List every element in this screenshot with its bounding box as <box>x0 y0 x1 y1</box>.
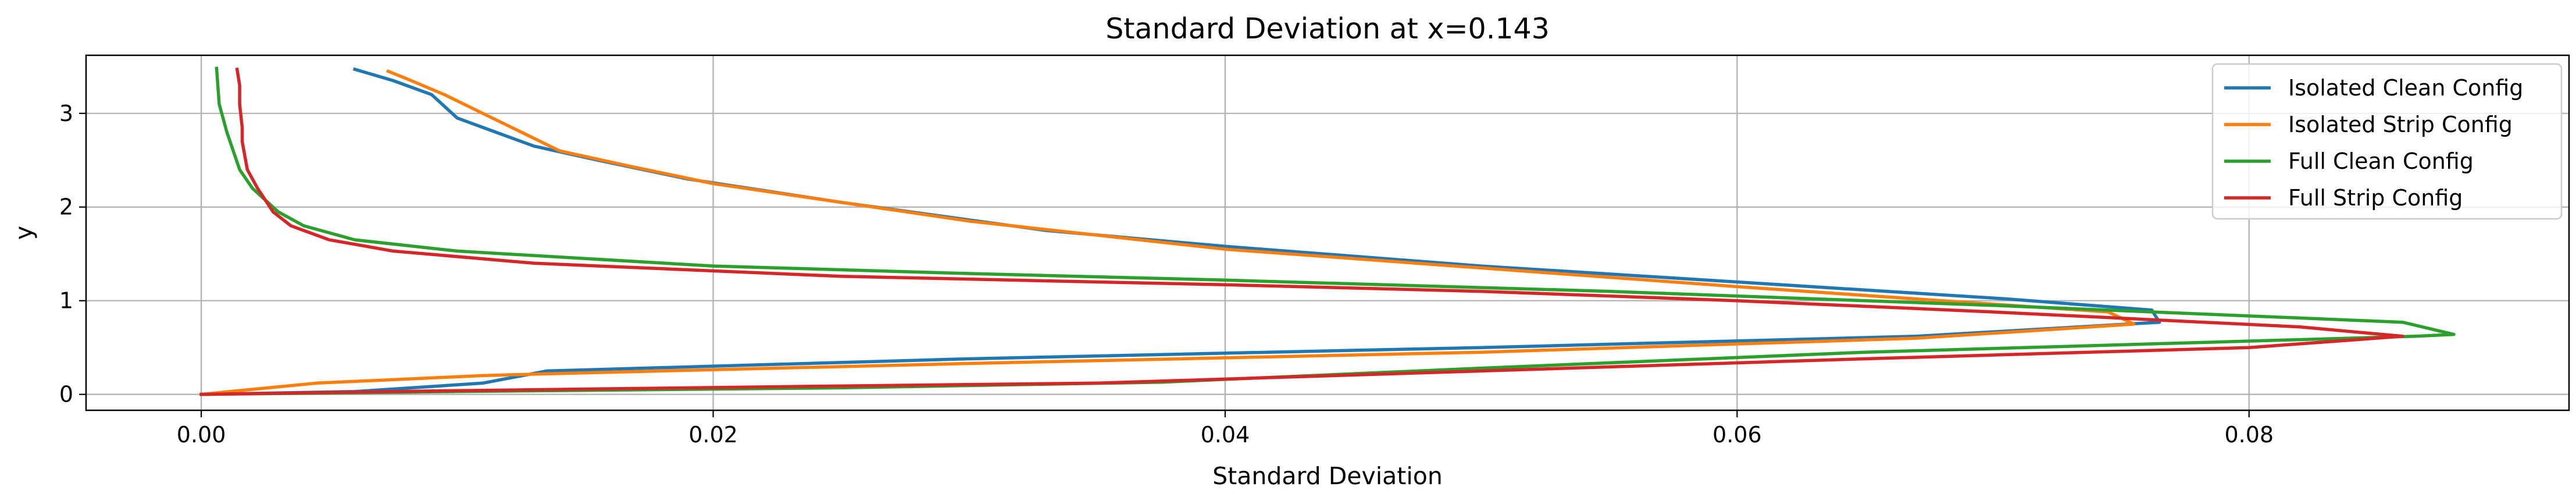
axis-ticks: 0.00 0.02 0.04 0.06 0.08 0 1 2 3 <box>59 101 2274 448</box>
y-tick-label: 2 <box>59 194 73 220</box>
plot-frame <box>85 54 2570 411</box>
legend-label: Full Strip Config <box>2288 185 2463 211</box>
x-tick-label: 0.00 <box>177 422 226 448</box>
series-line <box>199 69 2136 396</box>
chart-title: Standard Deviation at x=0.143 <box>1105 12 1550 45</box>
series-line <box>199 67 2161 396</box>
x-axis-label: Standard Deviation <box>1212 462 1443 490</box>
grid <box>86 55 2569 410</box>
y-axis-label: y <box>10 226 38 240</box>
legend-box <box>2211 63 2563 220</box>
legend-label: Isolated Strip Config <box>2288 112 2513 137</box>
x-tick-label: 0.08 <box>2224 422 2274 448</box>
y-tick-label: 1 <box>59 288 73 314</box>
legend-label: Full Clean Config <box>2288 148 2474 174</box>
x-tick-label: 0.04 <box>1201 422 1250 448</box>
y-tick-label: 0 <box>59 382 73 407</box>
legend: Isolated Clean Config Isolated Strip Conf… <box>2211 63 2563 220</box>
x-tick-label: 0.06 <box>1712 422 1762 448</box>
legend-label: Isolated Clean Config <box>2288 75 2523 101</box>
y-tick-label: 3 <box>59 101 73 126</box>
x-tick-label: 0.02 <box>688 422 738 448</box>
series-lines <box>199 66 2456 396</box>
series-line <box>199 67 2404 396</box>
